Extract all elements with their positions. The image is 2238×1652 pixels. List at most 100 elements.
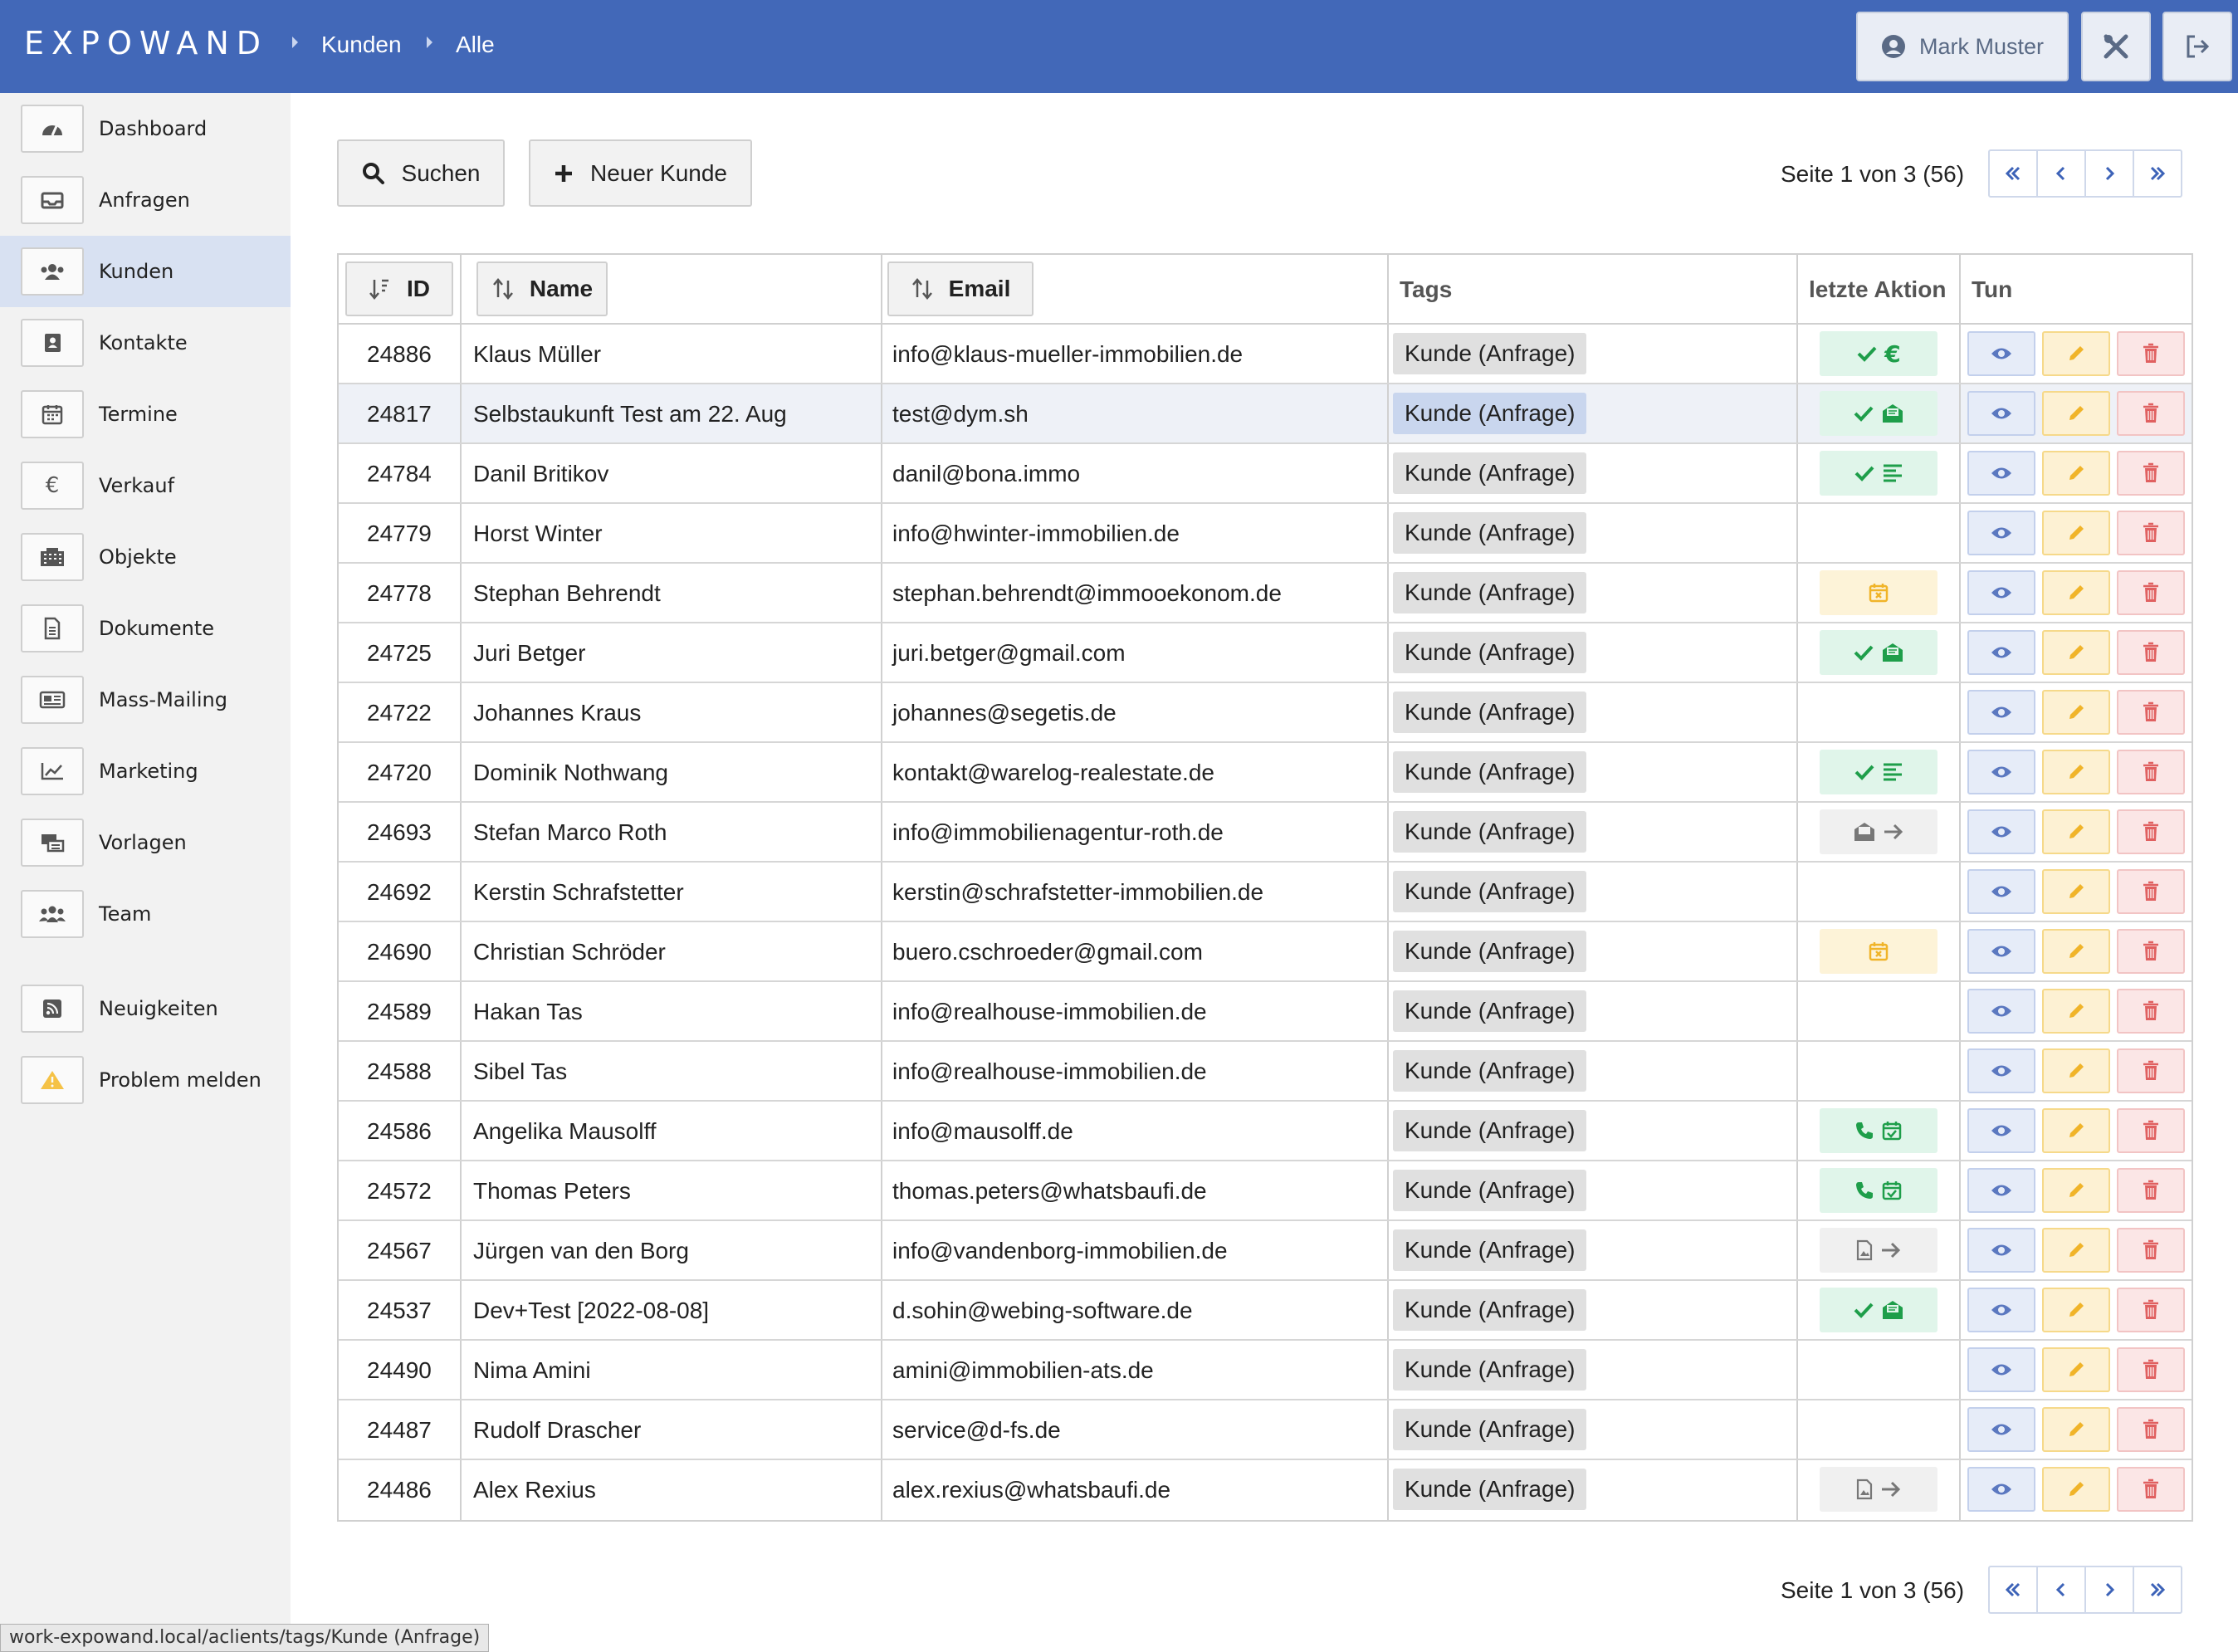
last-action-badge[interactable]	[1820, 1228, 1937, 1273]
cell-name[interactable]: Danil Britikov	[473, 461, 609, 486]
view-button[interactable]	[1967, 809, 2035, 854]
tag-badge[interactable]: Kunde (Anfrage)	[1393, 572, 1587, 613]
table-row[interactable]: 24784 Danil Britikov danil@bona.immo Kunde …	[339, 444, 2192, 504]
sidebar-item-objekte[interactable]: Objekte	[0, 521, 291, 593]
cell-email[interactable]: danil@bona.immo	[892, 461, 1081, 486]
cell-name[interactable]: Klaus Müller	[473, 341, 602, 367]
view-button[interactable]	[1967, 331, 2035, 376]
sidebar-item-dokumente[interactable]: Dokumente	[0, 593, 291, 664]
last-action-badge[interactable]	[1820, 1108, 1937, 1153]
sort-by-id-button[interactable]: ID	[345, 261, 453, 316]
cell-email[interactable]: service@d-fs.de	[892, 1417, 1061, 1443]
last-action-badge[interactable]	[1820, 1168, 1937, 1213]
cell-name[interactable]: Johannes Kraus	[473, 700, 642, 726]
edit-button[interactable]	[2042, 690, 2110, 735]
table-row[interactable]: 24567 Jürgen van den Borg info@vandenborg-…	[339, 1221, 2192, 1281]
sort-by-name-button[interactable]: Name	[476, 261, 608, 316]
cell-email[interactable]: amini@immobilien-ats.de	[892, 1357, 1154, 1383]
table-row[interactable]: 24725 Juri Betger juri.betger@gmail.com Kun…	[339, 623, 2192, 683]
last-action-badge[interactable]: €	[1820, 331, 1937, 376]
cell-name[interactable]: Thomas Peters	[473, 1178, 631, 1204]
edit-button[interactable]	[2042, 809, 2110, 854]
last-action-badge[interactable]	[1820, 630, 1937, 675]
table-row[interactable]: 24572 Thomas Peters thomas.peters@whatsbau…	[339, 1161, 2192, 1221]
edit-button[interactable]	[2042, 1108, 2110, 1153]
last-action-badge[interactable]	[1820, 809, 1937, 854]
table-row[interactable]: 24693 Stefan Marco Roth info@immobilienage…	[339, 803, 2192, 863]
cell-name[interactable]: Dev+Test [2022-08-08]	[473, 1298, 710, 1323]
settings-tools-button[interactable]	[2081, 12, 2151, 81]
tag-badge[interactable]: Kunde (Anfrage)	[1393, 1050, 1587, 1092]
edit-button[interactable]	[2042, 929, 2110, 974]
view-button[interactable]	[1967, 1288, 2035, 1332]
tag-badge[interactable]: Kunde (Anfrage)	[1393, 1110, 1587, 1151]
view-button[interactable]	[1967, 1467, 2035, 1512]
edit-button[interactable]	[2042, 1228, 2110, 1273]
edit-button[interactable]	[2042, 331, 2110, 376]
delete-button[interactable]	[2117, 1407, 2185, 1452]
view-button[interactable]	[1967, 989, 2035, 1034]
delete-button[interactable]	[2117, 451, 2185, 496]
view-button[interactable]	[1967, 1048, 2035, 1093]
table-row[interactable]: 24817 Selbstaukunft Test am 22. Aug test@d…	[339, 384, 2192, 444]
table-row[interactable]: 24720 Dominik Nothwang kontakt@warelog-rea…	[339, 743, 2192, 803]
next-page-button[interactable]	[2086, 151, 2134, 196]
view-button[interactable]	[1967, 1407, 2035, 1452]
tag-badge[interactable]: Kunde (Anfrage)	[1393, 1170, 1587, 1211]
edit-button[interactable]	[2042, 1048, 2110, 1093]
tag-badge[interactable]: Kunde (Anfrage)	[1393, 333, 1587, 374]
sidebar-item-neuigkeiten[interactable]: Neuigkeiten	[0, 973, 291, 1044]
cell-email[interactable]: kerstin@schrafstetter-immobilien.de	[892, 879, 1264, 905]
table-row[interactable]: 24886 Klaus Müller info@klaus-mueller-immo…	[339, 325, 2192, 384]
cell-name[interactable]: Christian Schröder	[473, 939, 666, 965]
sidebar-item-mass-mailing[interactable]: Mass-Mailing	[0, 664, 291, 736]
delete-button[interactable]	[2117, 929, 2185, 974]
view-button[interactable]	[1967, 929, 2035, 974]
table-row[interactable]: 24486 Alex Rexius alex.rexius@whatsbaufi.d…	[339, 1460, 2192, 1520]
prev-page-button[interactable]	[2038, 1567, 2086, 1612]
tag-badge[interactable]: Kunde (Anfrage)	[1393, 751, 1587, 793]
tag-badge[interactable]: Kunde (Anfrage)	[1393, 1469, 1587, 1510]
cell-email[interactable]: info@immobilienagentur-roth.de	[892, 819, 1224, 845]
tag-badge[interactable]: Kunde (Anfrage)	[1393, 1289, 1587, 1331]
tag-badge[interactable]: Kunde (Anfrage)	[1393, 811, 1587, 853]
tag-badge[interactable]: Kunde (Anfrage)	[1393, 692, 1587, 733]
cell-name[interactable]: Stefan Marco Roth	[473, 819, 667, 845]
cell-email[interactable]: alex.rexius@whatsbaufi.de	[892, 1477, 1171, 1503]
cell-name[interactable]: Jürgen van den Borg	[473, 1238, 689, 1263]
edit-button[interactable]	[2042, 1467, 2110, 1512]
app-logo[interactable]: EXPOWAND	[24, 25, 269, 61]
last-action-badge[interactable]	[1820, 1467, 1937, 1512]
table-row[interactable]: 24588 Sibel Tas info@realhouse-immobilien.…	[339, 1042, 2192, 1102]
sidebar-item-verkauf[interactable]: € Verkauf	[0, 450, 291, 521]
sort-by-email-button[interactable]: Email	[887, 261, 1033, 316]
cell-email[interactable]: d.sohin@webing-software.de	[892, 1298, 1193, 1323]
last-action-badge[interactable]	[1820, 1288, 1937, 1332]
tag-badge[interactable]: Kunde (Anfrage)	[1393, 512, 1587, 554]
edit-button[interactable]	[2042, 1347, 2110, 1392]
next-page-button[interactable]	[2086, 1567, 2134, 1612]
delete-button[interactable]	[2117, 1228, 2185, 1273]
delete-button[interactable]	[2117, 989, 2185, 1034]
tag-badge[interactable]: Kunde (Anfrage)	[1393, 1349, 1587, 1391]
edit-button[interactable]	[2042, 1168, 2110, 1213]
edit-button[interactable]	[2042, 1288, 2110, 1332]
table-row[interactable]: 24690 Christian Schröder buero.cschroeder@…	[339, 922, 2192, 982]
sidebar-item-anfragen[interactable]: Anfragen	[0, 164, 291, 236]
delete-button[interactable]	[2117, 1347, 2185, 1392]
tag-badge[interactable]: Kunde (Anfrage)	[1393, 1409, 1587, 1450]
table-row[interactable]: 24692 Kerstin Schrafstetter kerstin@schraf…	[339, 863, 2192, 922]
view-button[interactable]	[1967, 511, 2035, 555]
breadcrumb-kunden[interactable]: Kunden	[321, 32, 402, 57]
last-action-badge[interactable]	[1820, 929, 1937, 974]
delete-button[interactable]	[2117, 750, 2185, 794]
delete-button[interactable]	[2117, 570, 2185, 615]
breadcrumb-alle[interactable]: Alle	[456, 32, 495, 57]
cell-name[interactable]: Stephan Behrendt	[473, 580, 661, 606]
first-page-button[interactable]	[1990, 151, 2038, 196]
delete-button[interactable]	[2117, 511, 2185, 555]
sidebar-item-dashboard[interactable]: Dashboard	[0, 93, 291, 164]
delete-button[interactable]	[2117, 331, 2185, 376]
table-row[interactable]: 24778 Stephan Behrendt stephan.behrendt@im…	[339, 564, 2192, 623]
view-button[interactable]	[1967, 630, 2035, 675]
